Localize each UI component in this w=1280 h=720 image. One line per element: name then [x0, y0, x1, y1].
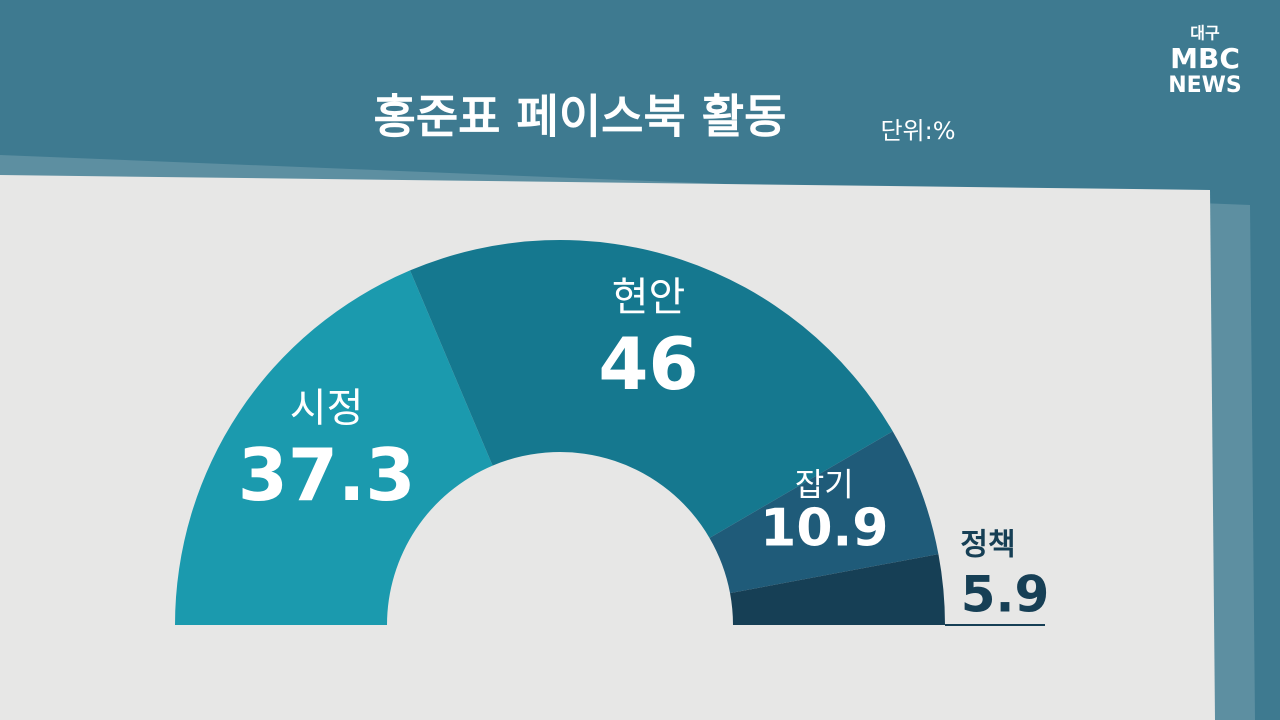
- slice: [730, 554, 945, 625]
- slice-label: 현안: [612, 274, 686, 320]
- unit-label: 단위:%: [880, 117, 955, 145]
- slice-label: 잡기: [795, 466, 854, 504]
- chart-title: 홍준표 페이스북 활동: [374, 90, 787, 144]
- logo-region: 대구: [1190, 24, 1220, 43]
- value-label: 37.3: [238, 433, 416, 517]
- slice-label: 시정: [290, 385, 364, 431]
- value-label: 10.9: [760, 499, 888, 559]
- logo-sub: NEWS: [1168, 73, 1242, 98]
- value-label: 46: [598, 322, 698, 406]
- value-label: 5.9: [961, 566, 1050, 624]
- logo-brand: MBC: [1170, 42, 1240, 75]
- slice: [175, 270, 493, 625]
- slice: [709, 431, 939, 594]
- slice: [410, 240, 893, 538]
- slice-label: 정책: [960, 528, 1015, 563]
